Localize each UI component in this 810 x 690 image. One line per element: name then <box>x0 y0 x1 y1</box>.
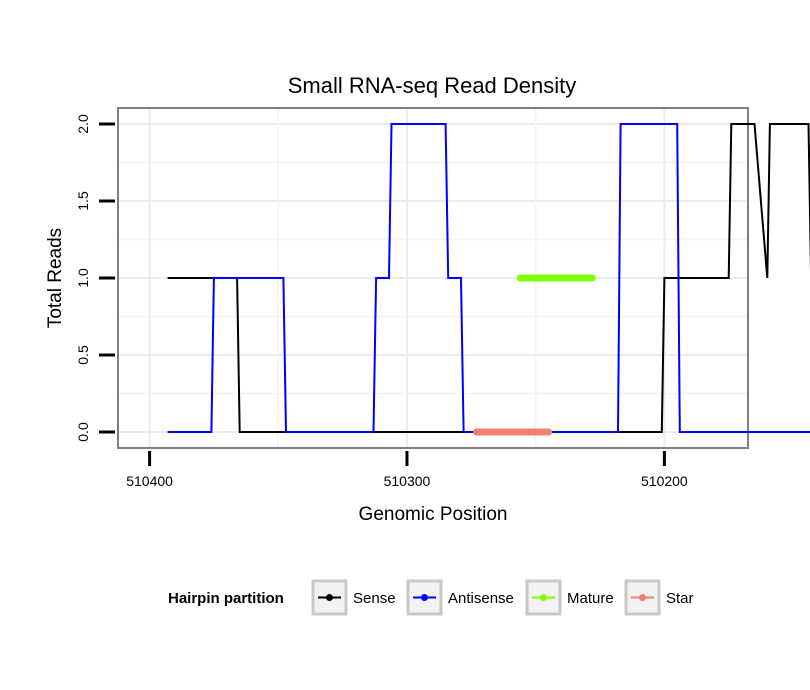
legend-label-sense: Sense <box>353 590 396 607</box>
series-line-sense <box>167 123 810 433</box>
y-tick-label: 0.0 <box>75 422 91 442</box>
legend-label-antisense: Antisense <box>448 590 514 607</box>
legend-label-star: Star <box>666 590 694 607</box>
legend-key-dot <box>540 594 547 601</box>
legend-key-dot <box>421 594 428 601</box>
x-tick-label: 510400 <box>126 473 173 489</box>
y-axis: 0.0 0.5 1.0 1.5 2.0 <box>75 114 115 442</box>
legend-label-mature: Mature <box>567 590 614 607</box>
y-tick-label: 1.5 <box>75 191 91 211</box>
legend-title: Hairpin partition <box>168 590 284 607</box>
x-tick-label: 510200 <box>641 473 688 489</box>
series-layer <box>167 123 810 436</box>
x-axis-title: Genomic Position <box>359 504 508 525</box>
legend-key-dot <box>639 594 646 601</box>
y-tick-label: 2.0 <box>75 114 91 134</box>
legend: Hairpin partition Sense Antisense Mature St… <box>168 579 694 616</box>
y-tick-label: 1.0 <box>75 268 91 288</box>
series-line-antisense <box>167 123 810 433</box>
x-tick-label: 510300 <box>384 473 431 489</box>
chart-title: Small RNA-seq Read Density <box>288 73 577 98</box>
x-axis: 510400 510300 510200 <box>126 451 688 489</box>
legend-key-dot <box>326 594 333 601</box>
plot-panel <box>117 107 749 449</box>
y-axis-title: Total Reads <box>45 228 66 328</box>
y-tick-label: 0.5 <box>75 345 91 365</box>
